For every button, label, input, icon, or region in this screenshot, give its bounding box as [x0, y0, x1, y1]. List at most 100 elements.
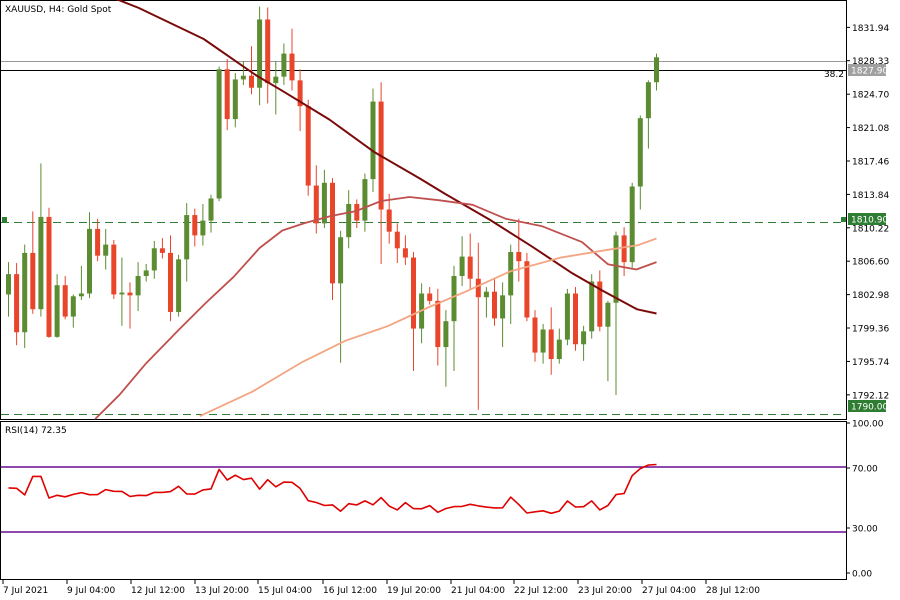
candle — [143, 263, 149, 282]
rsi-label: RSI(14) 72.35 — [5, 426, 67, 436]
candle-body — [305, 106, 311, 186]
candle — [208, 194, 214, 233]
candle-body — [411, 257, 416, 329]
candle — [459, 236, 465, 287]
candle-body — [564, 293, 570, 340]
candle — [305, 99, 311, 196]
time-tick-label: 28 Jul 12:00 — [706, 586, 760, 596]
time-axis: 7 Jul 2021 9 Jul 04:00 12 Jul 12:00 13 Jul … — [2, 580, 760, 596]
candle — [402, 235, 408, 265]
rsi-line — [8, 463, 657, 515]
candle — [103, 228, 109, 270]
candle-body — [103, 244, 109, 256]
candle — [289, 28, 295, 91]
candle-body — [321, 182, 327, 224]
candle-body — [135, 275, 141, 296]
candle — [127, 282, 133, 329]
candle-body — [30, 252, 36, 310]
candle-body — [14, 274, 20, 333]
candle — [516, 218, 522, 282]
candle-body — [394, 231, 400, 249]
rsi-line-group — [8, 463, 657, 515]
candle — [257, 6, 263, 106]
candle — [370, 88, 376, 193]
candle — [508, 244, 514, 324]
candle-body — [508, 251, 514, 296]
time-tick-label: 15 Jul 04:00 — [258, 586, 312, 596]
candle — [629, 182, 635, 268]
time-tick-label: 12 Jul 12:00 — [131, 586, 185, 596]
price-tick-label: 1810.22 — [852, 224, 889, 234]
candle — [597, 270, 603, 332]
candle — [475, 242, 481, 410]
price-panel-frame — [0, 0, 847, 420]
candle — [111, 239, 117, 300]
candle — [427, 287, 433, 305]
candle-body — [257, 19, 263, 88]
candle-body — [532, 317, 538, 353]
candle — [38, 163, 44, 317]
level-marker-right — [841, 217, 846, 222]
candle-body — [200, 220, 206, 236]
candle-body — [427, 293, 433, 301]
current-price-text: 1827.90 — [851, 67, 888, 77]
candle-body — [168, 252, 173, 312]
candle — [192, 208, 198, 247]
candle-body — [273, 76, 279, 84]
ma-mid-line — [94, 196, 657, 420]
candle-body — [62, 285, 68, 317]
rsi-tick-label: 0.00 — [852, 570, 872, 580]
candle — [338, 230, 344, 363]
candle-body — [500, 295, 506, 319]
candle — [224, 59, 230, 131]
candle-body — [621, 235, 627, 263]
candle — [200, 204, 206, 246]
candle-body — [249, 75, 254, 88]
candle-body — [556, 339, 562, 360]
candle-body — [370, 101, 376, 180]
candle-body — [313, 185, 319, 224]
price-tick-label: 1792.12 — [852, 391, 889, 401]
candle — [78, 265, 84, 300]
candle — [22, 244, 28, 348]
candle-body — [645, 82, 651, 119]
candle — [159, 238, 165, 259]
candle-body — [330, 182, 335, 284]
candle-body — [208, 198, 214, 221]
candle — [30, 211, 36, 314]
price-tick-label: 1795.74 — [852, 358, 889, 368]
candle — [135, 262, 141, 312]
rsi-levels — [1, 466, 846, 533]
time-tick-label: 16 Jul 12:00 — [323, 586, 377, 596]
candle-body — [540, 329, 546, 353]
candle — [184, 203, 190, 282]
candle-body — [629, 186, 635, 263]
time-tick-label: 13 Jul 20:00 — [195, 586, 249, 596]
candle — [581, 325, 587, 361]
candle-body — [38, 216, 44, 310]
candle — [654, 53, 659, 91]
time-tick-label: 23 Jul 20:00 — [578, 586, 632, 596]
price-tick-label: 1799.36 — [852, 325, 889, 335]
candle-body — [654, 57, 659, 83]
candle-body — [159, 248, 165, 253]
candle — [540, 323, 546, 364]
candle — [605, 300, 611, 382]
candle — [492, 278, 497, 326]
candle-body — [184, 215, 190, 260]
candle-body — [573, 293, 578, 345]
candle — [411, 251, 416, 372]
candle — [95, 218, 101, 262]
rsi-tick-label: 30.00 — [852, 525, 878, 535]
price-tick-label: 1821.08 — [852, 124, 889, 134]
candle — [6, 262, 11, 317]
candle-body — [459, 256, 465, 276]
price-tick-label: 1817.46 — [852, 158, 889, 168]
candle-body — [581, 331, 587, 345]
candle — [265, 7, 271, 104]
rsi-tick-label: 100.00 — [852, 420, 884, 430]
current-price-label: 1827.90 — [848, 64, 888, 77]
candle — [524, 252, 530, 322]
ma-dark-line — [115, 0, 657, 315]
candle-body — [386, 209, 392, 232]
